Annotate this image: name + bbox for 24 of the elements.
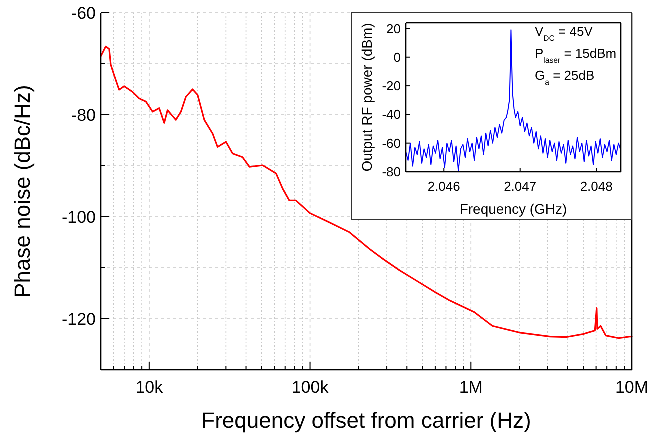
annotation: G$_{a}$ = 25dB <box>535 68 595 86</box>
x-tick-label: 2.048 <box>580 179 613 194</box>
x-tick-label: 1M <box>459 378 483 397</box>
annotation: V$_{DC}$ = 45V <box>535 24 594 42</box>
y-tick-label: -20 <box>382 78 401 94</box>
x-axis-title: Frequency (GHz) <box>460 201 568 217</box>
y-axis-title: Phase noise (dBc/Hz) <box>10 85 35 298</box>
x-tick-label: 2.047 <box>504 179 537 194</box>
y-tick-label: -80 <box>71 106 96 125</box>
y-tick-label: -120 <box>62 310 96 329</box>
y-tick-label: 20 <box>386 21 401 36</box>
y-axis-title: Output RF power (dBm) <box>359 23 375 172</box>
y-tick-label: -100 <box>62 208 96 227</box>
x-tick-label: 2.046 <box>428 179 460 194</box>
x-axis-title: Frequency offset from carrier (Hz) <box>202 408 532 433</box>
y-tick-label: -80 <box>382 164 401 180</box>
x-tick-label: 10k <box>136 378 164 397</box>
y-tick-label: -60 <box>71 4 96 23</box>
annotation: P$_{laser}$ = 15dBm <box>535 46 617 64</box>
y-tick-label: -40 <box>382 107 401 122</box>
x-tick-label: 10M <box>615 378 649 397</box>
y-tick-label: 0 <box>394 50 401 65</box>
x-tick-label: 100k <box>292 378 330 397</box>
y-tick-label: -60 <box>382 136 401 151</box>
